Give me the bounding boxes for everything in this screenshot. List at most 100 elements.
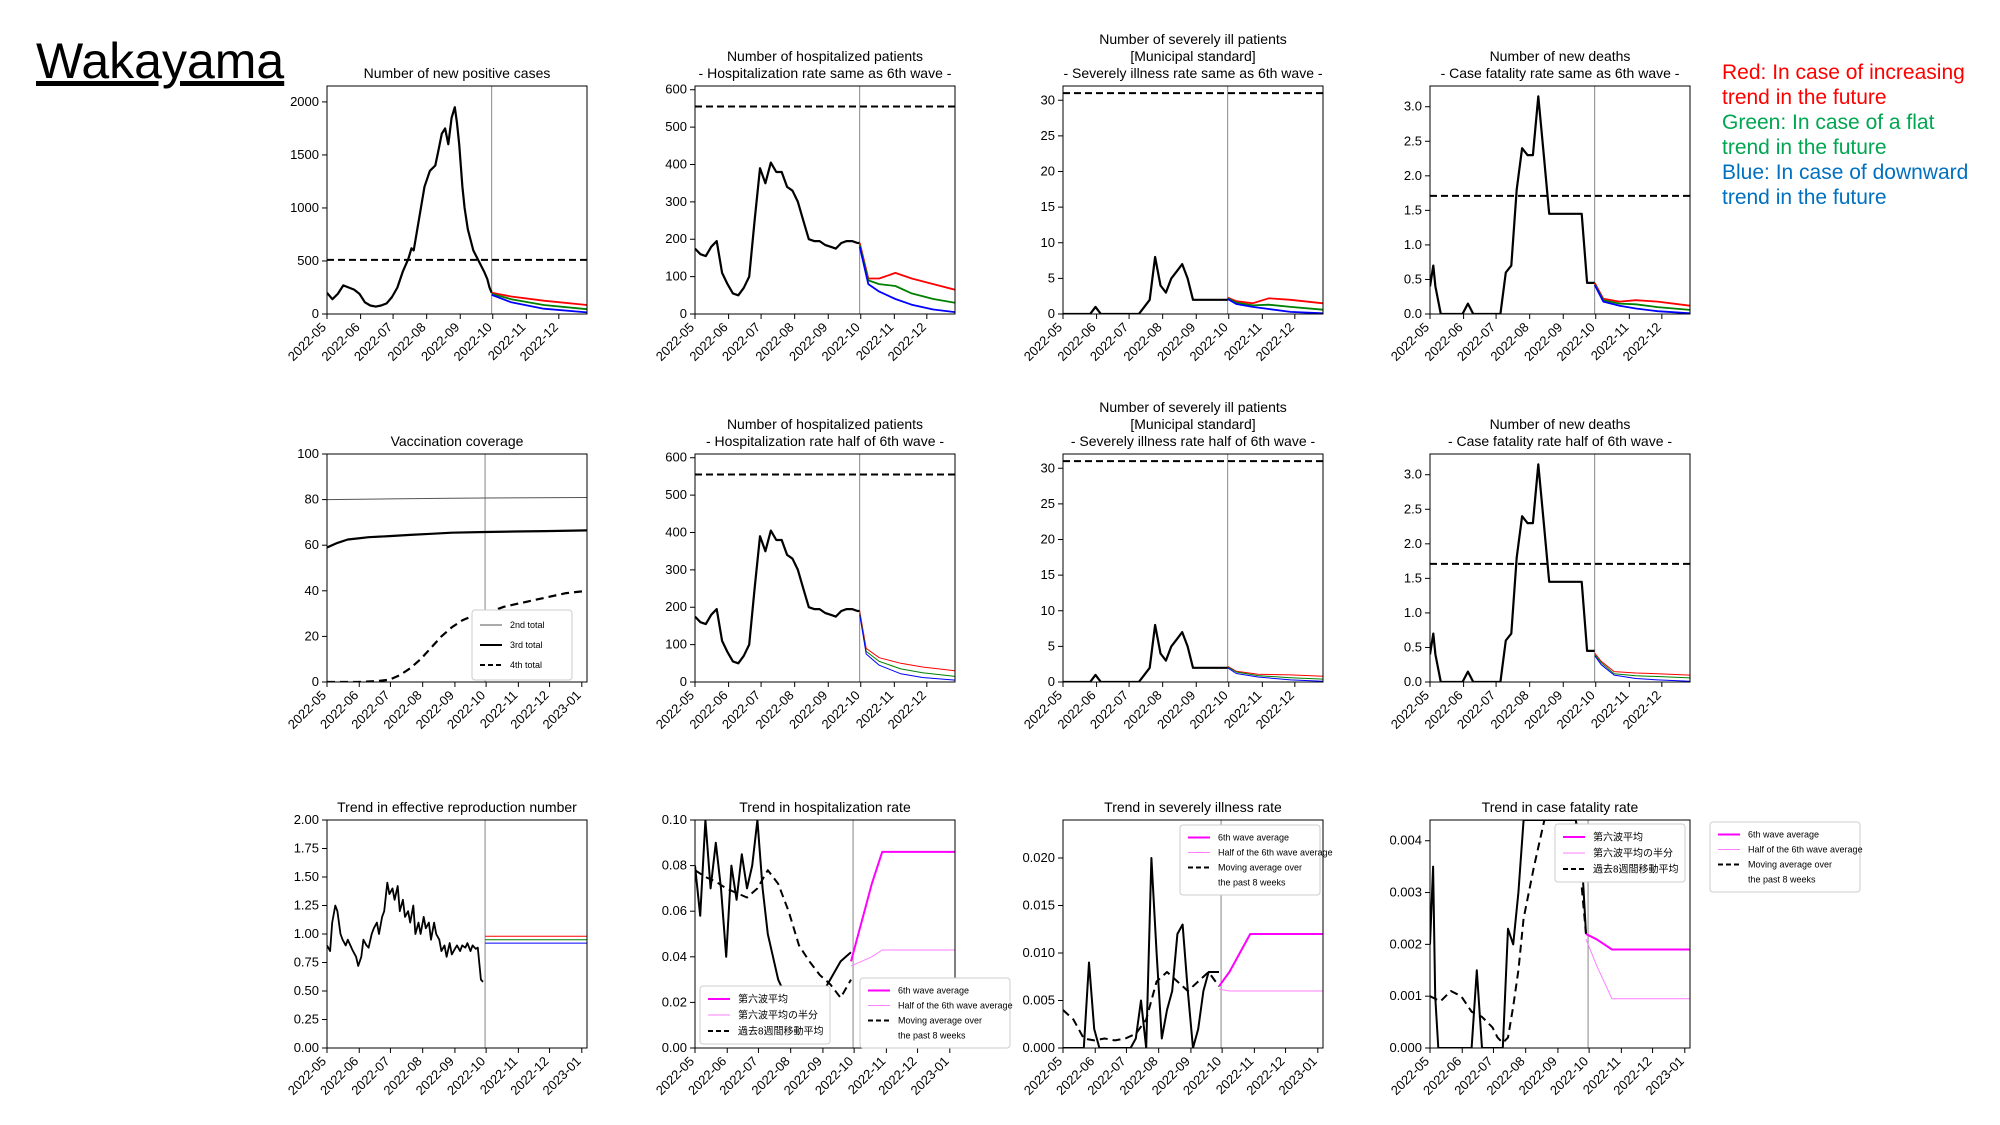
legend-label: 2nd total	[510, 620, 545, 630]
y-tick-label: 0.25	[294, 1012, 319, 1027]
chart-title: [Municipal standard]	[1130, 416, 1255, 432]
series-line	[850, 850, 955, 962]
legend-note-line: Blue: In case of downward	[1722, 161, 1969, 184]
y-tick-label: 300	[665, 194, 687, 209]
series-line	[1063, 971, 1220, 1042]
plot-frame	[326, 85, 588, 315]
legend-label: Half of the 6th wave average	[1218, 848, 1333, 858]
legend-label: 6th wave average	[898, 986, 969, 996]
y-tick-label: 1.50	[294, 869, 319, 884]
series-line	[859, 610, 955, 672]
y-tick-label: 400	[665, 156, 687, 171]
series-line	[695, 869, 852, 999]
plot-area	[1063, 86, 1323, 314]
y-tick-label: 0.50	[294, 983, 319, 998]
y-tick-label: 1.75	[294, 841, 319, 856]
y-tick-label: 20	[1041, 532, 1055, 547]
series-line	[327, 497, 587, 501]
legend-note-line: trend in the future	[1722, 136, 1887, 159]
chart-title: Number of new deaths	[1490, 416, 1631, 432]
legend-box	[471, 609, 573, 681]
plot-frame	[694, 453, 956, 683]
chart-title: [Municipal standard]	[1130, 48, 1255, 64]
legend-note-line: trend in the future	[1722, 86, 1887, 109]
y-tick-label: 0.020	[1022, 850, 1055, 865]
series-line	[859, 612, 955, 677]
y-tick-label: 1.5	[1404, 570, 1422, 585]
y-tick-label: 1.25	[294, 898, 319, 913]
legend-label: 3rd total	[510, 640, 543, 650]
series-line	[1227, 296, 1323, 305]
series-line	[695, 820, 852, 1008]
y-tick-label: 300	[665, 562, 687, 577]
plot-frame	[1062, 453, 1324, 683]
plot-frame	[1429, 453, 1691, 683]
y-tick-label: 0	[1048, 306, 1055, 321]
y-tick-label: 0.5	[1404, 639, 1422, 654]
legend-label: 6th wave average	[1748, 830, 1819, 840]
y-tick-label: 0.5	[1404, 271, 1422, 286]
legend-label: Moving average over	[1748, 860, 1832, 870]
y-tick-label: 500	[297, 253, 319, 268]
plot-frame	[694, 85, 956, 315]
y-tick-label: 2.0	[1404, 536, 1422, 551]
series-line	[850, 949, 955, 967]
series-line	[1430, 95, 1595, 314]
legend-label: the past 8 weeks	[1218, 878, 1286, 888]
chart-legend: 6th wave average Half of the 6th wave ave…	[1709, 821, 1863, 893]
plot-frame	[694, 819, 956, 1049]
chart-hosp_half: Number of hospitalized patients- Hospita…	[653, 416, 956, 732]
y-tick-label: 2.5	[1404, 501, 1422, 516]
chart-deaths_half: Number of new deaths- Case fatality rate…	[1388, 416, 1691, 732]
series-line	[695, 161, 860, 297]
chart-title: Number of severely ill patients	[1099, 399, 1287, 415]
chart-title: - Case fatality rate half of 6th wave -	[1448, 433, 1672, 449]
y-tick-label: 2.0	[1404, 168, 1422, 183]
y-tick-label: 25	[1041, 496, 1055, 511]
y-tick-label: 2.00	[294, 812, 319, 827]
series-line	[1594, 655, 1690, 682]
chart-title: Trend in case fatality rate	[1482, 799, 1639, 815]
y-tick-label: 0.0	[1404, 674, 1422, 689]
chart-title: - Hospitalization rate same as 6th wave …	[699, 65, 952, 81]
legend-label: Half of the 6th wave average	[898, 1001, 1013, 1011]
series-line	[491, 291, 587, 306]
y-tick-label: 0.005	[1022, 993, 1055, 1008]
y-tick-label: 400	[665, 524, 687, 539]
color-legend-note: Red: In case of increasing trend in the …	[1722, 60, 1968, 210]
chart-title: - Severely illness rate same as 6th wave…	[1063, 65, 1322, 81]
y-tick-label: 1.0	[1404, 605, 1422, 620]
y-tick-label: 3.0	[1404, 99, 1422, 114]
legend-label: 6th wave average	[1218, 833, 1289, 843]
y-tick-label: 100	[665, 269, 687, 284]
y-tick-label: 20	[1041, 164, 1055, 179]
y-tick-label: 2.5	[1404, 133, 1422, 148]
plot-frame	[1429, 819, 1691, 1049]
y-tick-label: 25	[1041, 128, 1055, 143]
legend-label: 第六波平均の半分	[1593, 846, 1673, 859]
chart-title: Number of hospitalized patients	[727, 416, 923, 432]
series-line	[1063, 857, 1219, 1048]
series-line	[1063, 623, 1228, 682]
chart-title: Vaccination coverage	[391, 433, 524, 449]
legend-box	[1179, 824, 1321, 896]
legend-label: 第六波平均の半分	[738, 1008, 818, 1021]
plot-area	[1063, 454, 1323, 682]
y-tick-label: 0.001	[1389, 988, 1422, 1003]
series-line	[1227, 667, 1323, 682]
y-tick-label: 0.004	[1389, 833, 1422, 848]
chart-severe_same: Number of severely ill patients[Municipa…	[1021, 31, 1324, 364]
legend-label: Half of the 6th wave average	[1748, 845, 1863, 855]
y-tick-label: 500	[665, 487, 687, 502]
legend-label: the past 8 weeks	[898, 1031, 966, 1041]
legend-box	[859, 977, 1011, 1049]
y-tick-label: 5	[1048, 638, 1055, 653]
legend-box	[1709, 821, 1861, 893]
y-tick-label: 0.00	[662, 1040, 687, 1055]
y-tick-label: 0	[680, 674, 687, 689]
chart-severe_half: Number of severely ill patients[Municipa…	[1021, 399, 1324, 732]
legend-note-line: Green: In case of a flat	[1722, 111, 1935, 134]
